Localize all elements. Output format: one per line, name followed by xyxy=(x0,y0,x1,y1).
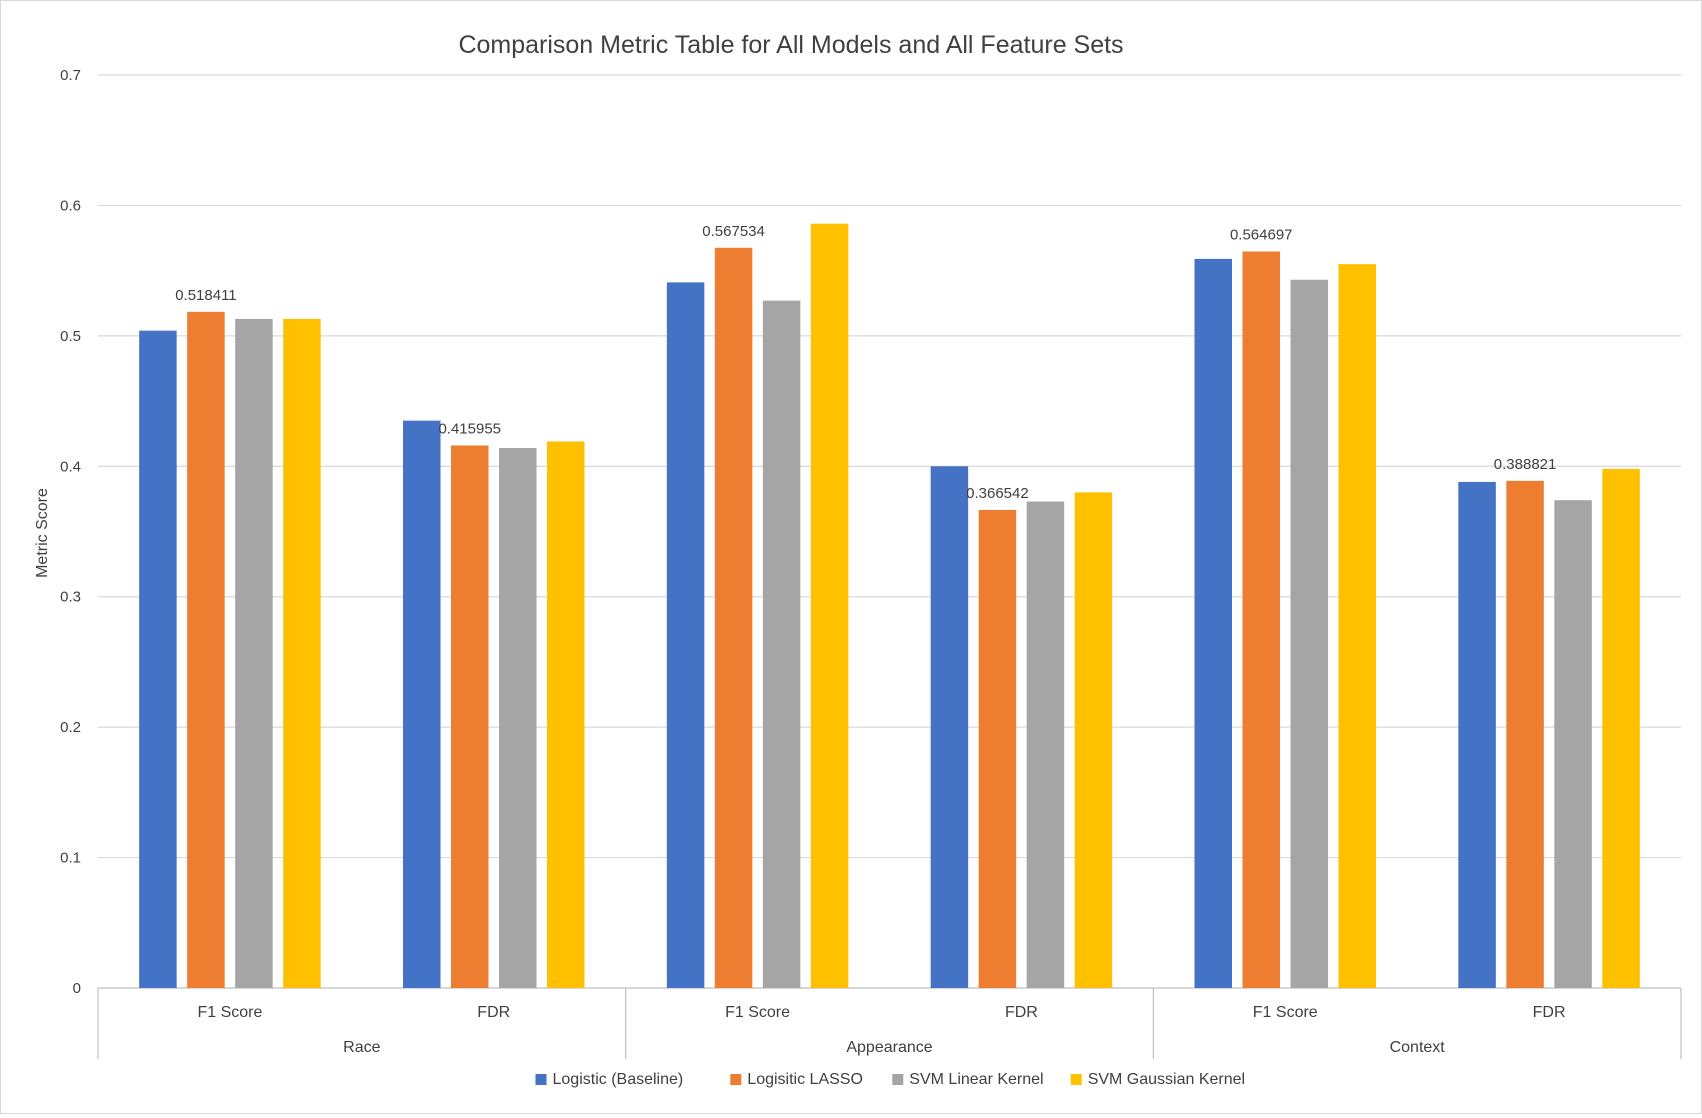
bar xyxy=(139,330,177,988)
y-tick-label: 0.1 xyxy=(60,850,81,867)
bar xyxy=(547,441,585,988)
bar xyxy=(1026,501,1065,988)
legend-label: Logisitic LASSO xyxy=(747,1071,863,1088)
legend-swatch xyxy=(730,1074,742,1085)
bar xyxy=(1458,481,1496,988)
bar xyxy=(978,509,1017,988)
y-tick-label: 0.5 xyxy=(60,328,81,345)
bar xyxy=(810,223,849,988)
x-group-label: Appearance xyxy=(846,1039,932,1056)
bar xyxy=(1242,251,1280,989)
data-label: 0.567534 xyxy=(702,223,765,240)
y-tick-label: 0.7 xyxy=(60,67,81,84)
gridlines: 0 0.1 0.2 0.3 0.4 0.5 0.6 0.7 xyxy=(60,67,1681,997)
data-label: 0.366542 xyxy=(966,485,1029,502)
legend-item: SVM Gaussian Kernel xyxy=(1070,1071,1245,1088)
data-labels: 0.518411 0.415955 0.567534 0.366542 0.564697… xyxy=(175,223,1556,502)
x-tick-label: F1 Score xyxy=(725,1004,790,1021)
x-tick-label: FDR xyxy=(477,1004,510,1021)
chart-title: Comparison Metric Table for All Models a… xyxy=(458,31,1123,59)
bar xyxy=(499,448,537,988)
legend: Logistic (Baseline) Logisitic LASSO SVM Li… xyxy=(535,1071,1245,1088)
x-tick-label: FDR xyxy=(1005,1004,1038,1021)
data-label: 0.388821 xyxy=(1494,456,1557,473)
y-tick-label: 0.6 xyxy=(60,197,81,214)
x-group-label: Context xyxy=(1390,1039,1446,1056)
y-tick-label: 0.4 xyxy=(60,458,81,475)
legend-label: Logistic (Baseline) xyxy=(553,1071,684,1088)
bar xyxy=(666,282,705,988)
legend-item: SVM Linear Kernel xyxy=(892,1071,1044,1088)
x-group-label: Race xyxy=(343,1039,380,1056)
bars xyxy=(139,223,1640,989)
data-label: 0.518411 xyxy=(175,287,236,304)
bar xyxy=(1338,264,1376,988)
x-axis: F1 Score FDR F1 Score FDR F1 Score FDR Race App… xyxy=(97,988,1682,1059)
bar xyxy=(1506,480,1544,988)
x-tick-label: F1 Score xyxy=(1253,1004,1318,1021)
y-tick-label: 0.2 xyxy=(60,719,81,736)
legend-swatch xyxy=(1070,1074,1082,1085)
data-label: 0.415955 xyxy=(438,420,501,437)
bar xyxy=(1602,468,1640,988)
y-tick-label: 0 xyxy=(73,980,81,997)
bar xyxy=(1554,500,1592,988)
legend-label: SVM Linear Kernel xyxy=(909,1071,1043,1088)
bar xyxy=(1074,492,1113,988)
bar xyxy=(1290,279,1328,989)
legend-swatch xyxy=(892,1074,904,1085)
legend-swatch xyxy=(535,1074,547,1085)
bar xyxy=(762,300,801,988)
bar xyxy=(1194,258,1232,988)
x-tick-label: F1 Score xyxy=(197,1004,262,1021)
bar xyxy=(714,247,753,989)
bar xyxy=(235,318,273,988)
legend-label: SVM Gaussian Kernel xyxy=(1088,1071,1245,1088)
legend-item: Logistic (Baseline) xyxy=(535,1071,684,1088)
data-label: 0.564697 xyxy=(1230,226,1293,243)
bar xyxy=(451,445,489,988)
y-axis-label: Metric Score xyxy=(34,488,51,578)
bar xyxy=(187,311,225,988)
legend-item: Logisitic LASSO xyxy=(730,1071,863,1088)
bar xyxy=(930,466,969,988)
bar xyxy=(403,420,441,988)
x-tick-label: FDR xyxy=(1533,1004,1566,1021)
bar xyxy=(283,318,321,988)
y-tick-label: 0.3 xyxy=(60,589,81,606)
